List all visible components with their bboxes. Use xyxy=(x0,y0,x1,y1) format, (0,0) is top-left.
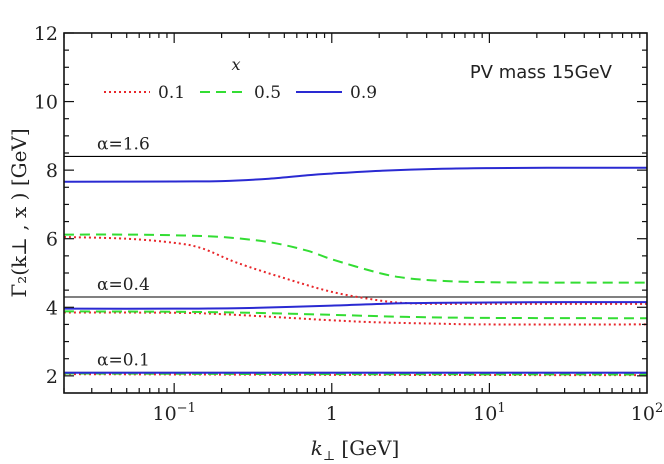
series-x0.5-1 xyxy=(63,233,648,284)
y-tick-label: 10 xyxy=(34,92,58,114)
series-x0.1-0 xyxy=(63,236,647,305)
legend: x 0.1 0.5 0.9 xyxy=(104,55,377,103)
legend-label-0.9: 0.9 xyxy=(350,83,377,103)
series-x0.9-5 xyxy=(63,301,648,310)
reference-labels: α=1.6 α=0.4 α=0.1 xyxy=(97,134,150,370)
mass-annotation: PV mass 15GeV xyxy=(470,62,613,83)
series-x0.5-4 xyxy=(63,310,648,320)
y-tick-label: 8 xyxy=(46,160,58,182)
reference-label-0: α=1.6 xyxy=(97,134,150,154)
plot-frame xyxy=(63,32,648,394)
legend-title: x xyxy=(231,55,240,74)
reference-label-1: α=0.4 xyxy=(97,275,150,295)
series-x0.1-3 xyxy=(63,311,648,326)
series-layer xyxy=(63,166,648,377)
reference-lines xyxy=(64,155,647,373)
series-x0.9-2 xyxy=(63,166,648,183)
x-tick-label: 10−1 xyxy=(152,401,195,425)
y-tick-label: 6 xyxy=(46,229,58,251)
x-axis-label: k⊥ [GeV] xyxy=(311,436,400,464)
reference-label-2: α=0.1 xyxy=(97,350,150,370)
x-tick-label: 102 xyxy=(631,401,663,425)
legend-label-0.1: 0.1 xyxy=(158,83,185,103)
y-tick-label: 4 xyxy=(46,297,58,319)
x-tick-label: 101 xyxy=(473,401,505,425)
axis-ticks: 2 4 6 8 10 12 10−1 1 101 102 xyxy=(34,23,663,425)
y-tick-label: 2 xyxy=(46,366,58,388)
y-tick-label: 12 xyxy=(34,23,58,45)
y-axis-label: Γ₂(k⊥ , x ) [GeV] xyxy=(7,128,31,297)
x-tick-label: 1 xyxy=(326,403,338,425)
legend-label-0.5: 0.5 xyxy=(254,83,281,103)
